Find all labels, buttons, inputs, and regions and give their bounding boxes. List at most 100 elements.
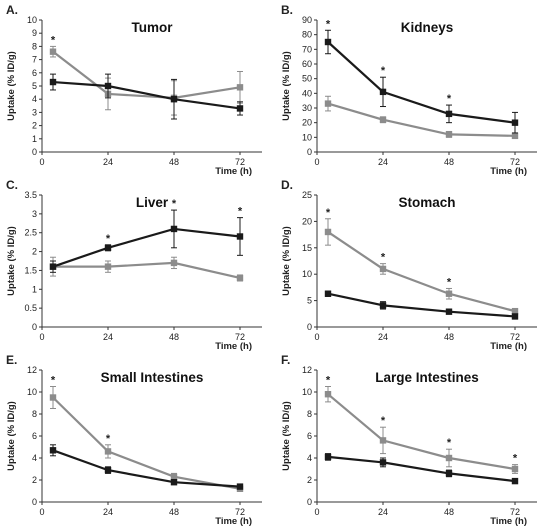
- data-point: [324, 453, 332, 461]
- x-tick-label: 48: [169, 332, 179, 342]
- y-tick-label: 10: [27, 387, 37, 397]
- series-1: [49, 209, 244, 273]
- x-axis-label: Time (h): [215, 166, 252, 177]
- data-point: [379, 116, 387, 123]
- y-tick-label: 2: [307, 475, 312, 485]
- y-tick-label: 2: [32, 247, 37, 257]
- series-1: [324, 453, 519, 485]
- series-1: [324, 290, 519, 320]
- significance-marker: *: [106, 433, 111, 445]
- significance-marker: *: [447, 437, 452, 449]
- data-point: [170, 259, 178, 267]
- data-point: [324, 228, 332, 236]
- chart-title: Stomach: [398, 195, 455, 210]
- series-line: [52, 449, 241, 488]
- panel-label: E.: [6, 353, 17, 367]
- data-point: [379, 265, 387, 273]
- significance-marker: *: [447, 93, 452, 105]
- x-tick-label: 0: [39, 157, 44, 167]
- panel-label: F.: [281, 353, 290, 367]
- x-tick-label: 0: [314, 332, 319, 342]
- panel-label: C.: [6, 178, 18, 192]
- y-tick-label: 0.5: [24, 303, 37, 313]
- y-tick-label: 6: [307, 431, 312, 441]
- data-point: [236, 274, 244, 282]
- data-point: [104, 466, 112, 474]
- y-tick-label: 90: [302, 15, 312, 25]
- y-tick-label: 0: [32, 322, 37, 332]
- data-point: [445, 308, 453, 315]
- y-axis-label: Uptake (% ID/g): [281, 51, 292, 121]
- series-line: [327, 102, 516, 137]
- series-2: [324, 386, 519, 474]
- x-tick-label: 48: [169, 157, 179, 167]
- data-point: [511, 477, 519, 485]
- data-point: [511, 307, 519, 315]
- y-tick-label: 2.5: [24, 228, 37, 238]
- significance-marker: *: [51, 375, 56, 387]
- series-line: [52, 80, 241, 110]
- chart-title: Small Intestines: [101, 370, 204, 385]
- series-line: [327, 231, 516, 313]
- y-tick-label: 4: [307, 453, 312, 463]
- data-point: [170, 225, 178, 233]
- x-tick-label: 24: [378, 157, 388, 167]
- data-point: [170, 96, 178, 103]
- data-point: [170, 479, 178, 486]
- y-tick-label: 8: [32, 41, 37, 51]
- significance-marker: *: [172, 198, 177, 210]
- y-tick-label: 10: [302, 269, 312, 279]
- y-tick-label: 5: [307, 296, 312, 306]
- data-point: [324, 391, 332, 398]
- y-tick-label: 7: [32, 55, 37, 65]
- x-tick-label: 0: [314, 507, 319, 517]
- y-axis-label: Uptake (% ID/g): [6, 401, 17, 471]
- data-point: [236, 483, 244, 490]
- series-line: [52, 396, 241, 490]
- significance-marker: *: [238, 206, 243, 218]
- data-point: [445, 454, 453, 462]
- significance-marker: *: [326, 207, 331, 219]
- x-tick-label: 48: [169, 507, 179, 517]
- x-axis-label: Time (h): [215, 341, 252, 352]
- series-2: [324, 95, 519, 140]
- y-tick-label: 3: [32, 209, 37, 219]
- y-tick-label: 10: [302, 132, 312, 142]
- data-point: [49, 78, 57, 86]
- y-tick-label: 5: [32, 81, 37, 91]
- y-tick-label: 20: [302, 118, 312, 128]
- y-tick-label: 6: [32, 431, 37, 441]
- y-tick-label: 0: [32, 497, 37, 507]
- y-tick-label: 10: [302, 387, 312, 397]
- series-1: [49, 444, 244, 490]
- data-point: [104, 82, 112, 90]
- y-tick-label: 1: [32, 284, 37, 294]
- series-line: [327, 393, 516, 471]
- panel-label: A.: [6, 3, 18, 17]
- y-tick-label: 40: [302, 88, 312, 98]
- series-2: [49, 386, 244, 492]
- y-tick-label: 0: [32, 147, 37, 157]
- panel-label: D.: [281, 178, 293, 192]
- x-tick-label: 72: [510, 507, 520, 517]
- data-point: [104, 244, 112, 251]
- x-tick-label: 0: [39, 332, 44, 342]
- significance-marker: *: [381, 65, 386, 77]
- x-tick-label: 24: [103, 507, 113, 517]
- data-point: [511, 465, 519, 473]
- y-tick-label: 2: [32, 475, 37, 485]
- series-line: [52, 227, 241, 268]
- data-point: [511, 132, 519, 140]
- y-tick-label: 30: [302, 103, 312, 113]
- series-line: [53, 261, 241, 280]
- significance-marker: *: [513, 453, 518, 465]
- data-point: [445, 131, 453, 138]
- significance-marker: *: [51, 34, 56, 46]
- data-point: [379, 302, 387, 309]
- series-line: [327, 455, 516, 483]
- x-tick-label: 48: [444, 507, 454, 517]
- x-tick-label: 72: [235, 157, 245, 167]
